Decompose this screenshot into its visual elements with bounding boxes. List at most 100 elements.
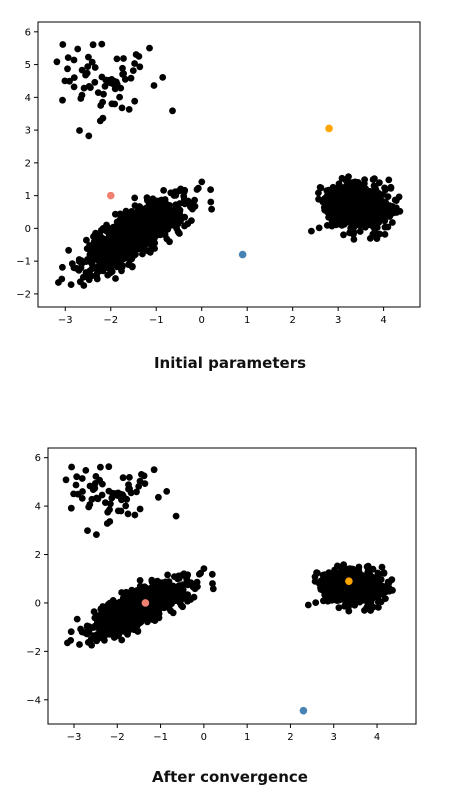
data-point [136,577,144,584]
data-point [141,480,149,487]
y-tick-label: −4 [26,695,41,706]
data-point [92,473,100,480]
data-point [363,563,371,571]
data-point [339,575,347,583]
data-point [350,236,358,243]
data-point [73,615,81,623]
data-point [184,591,192,599]
data-point [344,181,352,189]
data-point [84,63,92,70]
data-point [118,589,125,596]
data-point [109,248,116,256]
data-point [91,78,99,86]
data-point [98,73,106,81]
data-point [373,235,381,243]
data-point [339,217,346,225]
y-tick: 6 [25,27,38,38]
data-point [124,510,132,518]
data-point [372,593,380,601]
x-tick-label: 2 [289,315,295,326]
data-point [76,127,83,134]
data-point [371,200,379,208]
data-point [344,586,351,594]
x-tick: 3 [335,307,341,326]
data-point [132,610,139,617]
data-point [347,200,355,208]
data-point [377,576,385,583]
x-tick-label: 4 [380,315,386,326]
x-tick-label: 2 [287,732,293,743]
data-point [113,55,121,63]
data-point [129,67,137,74]
data-point [387,183,395,191]
data-point [381,231,389,238]
data-point [335,571,342,579]
data-point [106,599,114,607]
x-tick: −2 [103,307,118,326]
data-point [67,504,75,512]
data-point [129,263,136,270]
data-point [85,53,92,61]
y-tick-label: 4 [25,93,31,104]
data-point [361,585,369,593]
y-tick: −1 [16,257,38,268]
data-point [75,256,83,263]
data-point [85,132,93,140]
y-tick-label: −2 [26,647,41,658]
data-point [130,224,138,232]
data-point [332,219,339,227]
data-point [136,63,144,71]
data-point [339,567,347,575]
data-point [78,495,86,502]
data-point [351,601,359,609]
data-point [171,188,179,196]
data-point [314,569,321,577]
data-point [82,467,90,474]
y-tick: 6 [35,453,48,464]
data-point [312,599,320,606]
data-point [121,75,129,83]
y-tick: −4 [26,695,48,706]
data-point [160,598,168,606]
data-point [317,184,325,192]
data-point [94,248,102,256]
x-tick-label: 3 [331,732,337,743]
data-point [107,613,114,620]
data-point [153,586,160,594]
data-point [145,615,153,623]
data-point [350,231,357,238]
data-point [150,466,158,474]
y-tick: −2 [16,289,38,300]
data-point [68,463,75,471]
y-tick-label: 6 [35,453,41,464]
data-point [103,520,111,527]
scatter-plot-converged: −3 −2 −1 0 1 2 3 4 −4 −2 0 2 4 6 [26,447,417,743]
data-point [149,224,157,232]
data-point [367,206,375,214]
y-tick: 0 [35,598,48,609]
x-tick: −3 [58,307,73,326]
data-point [184,197,192,205]
data-point [127,74,135,82]
data-point [328,198,336,206]
data-point [125,474,133,481]
data-point [336,199,343,206]
data-point [152,609,160,617]
data-point [123,250,131,258]
data-point [384,223,392,231]
data-point [377,198,385,206]
data-point [131,511,139,519]
data-points [53,40,404,289]
data-point [118,636,126,644]
data-point [356,206,364,214]
data-point [120,606,128,613]
y-tick-label: 2 [35,550,41,561]
data-point [126,256,134,264]
data-point [91,254,98,262]
data-point [351,183,358,190]
data-point [80,84,88,92]
y-tick: 0 [25,224,38,235]
data-point [146,44,153,52]
data-point [155,493,162,501]
centroid-point [345,577,353,585]
